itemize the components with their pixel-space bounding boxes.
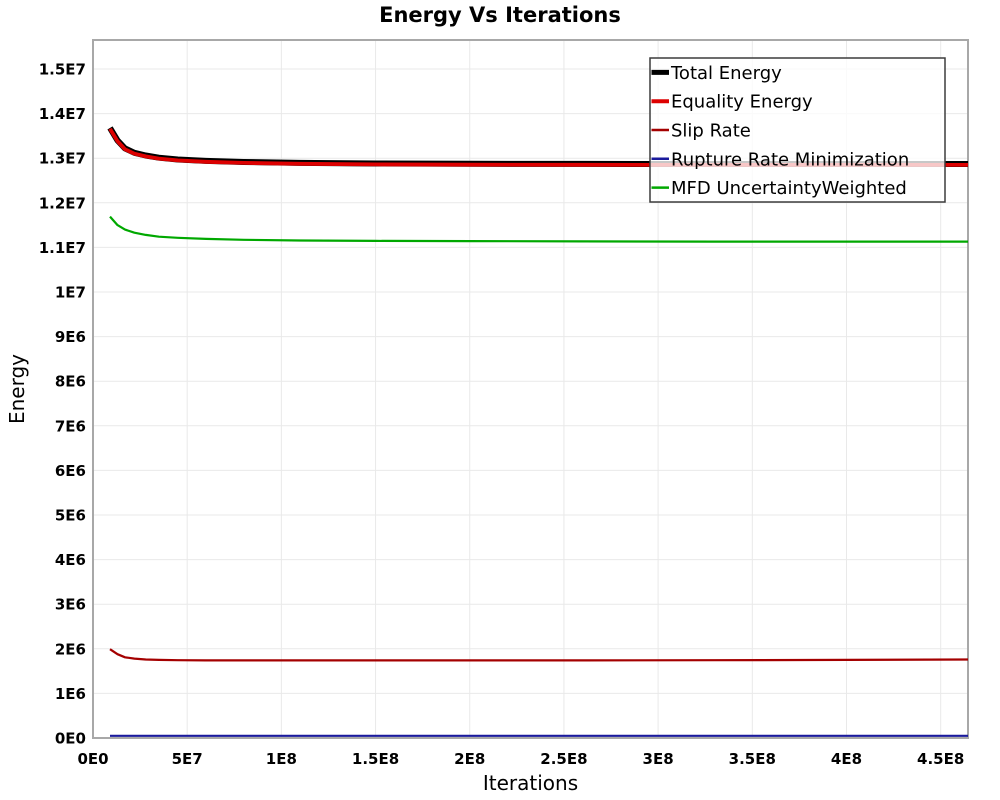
series-line-slip-rate [109,648,969,662]
y-tick-label: 1.4E7 [39,105,86,123]
y-tick-label: 4E6 [55,551,86,569]
y-tick-label: 7E6 [55,417,86,435]
legend-label-slip-rate: Slip Rate [671,121,751,142]
y-tick-label: 1.5E7 [39,60,86,78]
y-tick-label: 1.1E7 [39,239,86,257]
grid-layer [93,40,968,738]
legend-entry-rupture-rate-minimization: Rupture Rate Minimization [651,149,909,170]
y-tick-label: 1E6 [55,685,86,703]
y-tick-label: 6E6 [55,462,86,480]
series-line-equality-energy [108,127,968,167]
legend-label-mfd-uncertaintyweighted: MFD UncertaintyWeighted [671,178,907,199]
y-tick-label: 3E6 [55,596,86,614]
x-tick-label: 2.5E8 [540,750,587,768]
legend-entry-equality-energy: Equality Energy [651,92,813,113]
legend-label-rupture-rate-minimization: Rupture Rate Minimization [671,149,909,170]
x-tick-label: 4.5E8 [917,750,964,768]
x-tick-label: 1.5E8 [352,750,399,768]
legend-entry-total-energy: Total Energy [651,63,782,84]
x-tick-label: 0E0 [77,750,108,768]
y-tick-label: 5E6 [55,506,86,524]
series-line-mfd-uncertaintyweighted [109,215,968,243]
y-tick-label: 1E7 [55,283,86,301]
y-axis-title: Energy [5,354,29,424]
x-tick-label: 1E8 [266,750,297,768]
legend-entry-slip-rate: Slip Rate [651,121,751,142]
legend-entry-mfd-uncertaintyweighted: MFD UncertaintyWeighted [651,178,907,199]
legend-label-equality-energy: Equality Energy [671,92,813,113]
x-axis-title: Iterations [483,771,578,795]
legend-label-total-energy: Total Energy [670,63,782,84]
x-tick-label: 2E8 [454,750,485,768]
y-tick-label: 1.2E7 [39,194,86,212]
x-tick-label: 5E7 [172,750,203,768]
y-tick-label: 8E6 [55,373,86,391]
chart-title: Energy Vs Iterations [379,3,621,27]
plot-border [92,39,969,739]
y-tick-label: 9E6 [55,328,86,346]
x-tick-label: 3.5E8 [729,750,776,768]
y-tick-label: 2E6 [55,640,86,658]
tick-labels: 0E0 1E6 2E6 3E6 4E6 5E6 6E6 7E6 8E6 9E6 1E7 1.1E7 1.… [39,60,965,768]
x-tick-label: 4E8 [831,750,862,768]
legend: Total Energy Equality Energy Slip Rate Rupt… [649,57,946,203]
legend-box [649,57,946,203]
y-tick-label: 0E0 [55,730,86,748]
series-layer [107,126,969,737]
x-tick-label: 3E8 [643,750,674,768]
y-tick-label: 1.3E7 [39,150,86,168]
